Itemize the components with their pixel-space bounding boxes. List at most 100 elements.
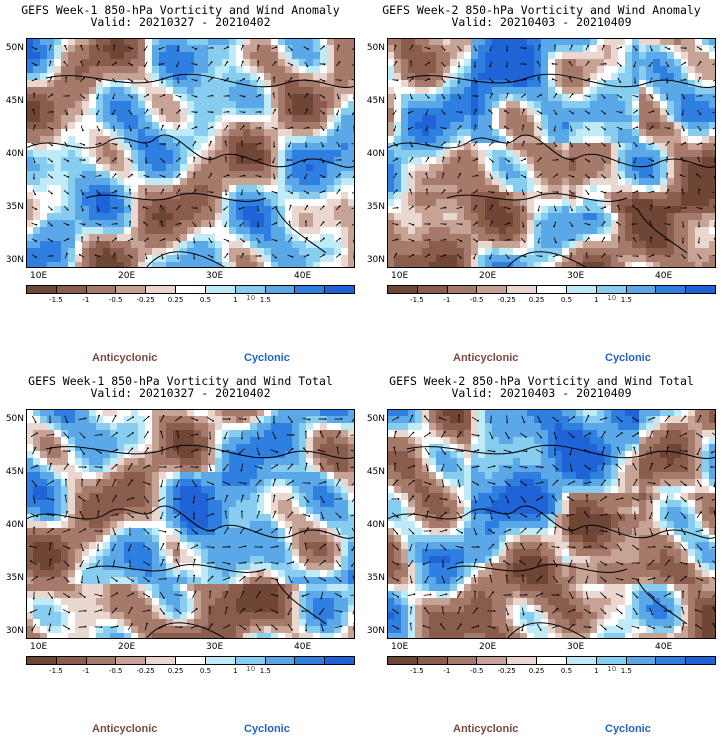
vorticity-cell [110, 444, 118, 452]
vorticity-cell [639, 87, 647, 95]
vorticity-cell [306, 185, 314, 193]
vorticity-cell [201, 164, 209, 172]
vorticity-cell [250, 164, 258, 172]
vorticity-cell [145, 409, 153, 417]
vorticity-cell [110, 150, 118, 158]
vorticity-cell [527, 157, 535, 165]
vorticity-cell [208, 227, 216, 235]
vorticity-cell [478, 255, 486, 263]
lon-label: 10E [391, 271, 409, 281]
vorticity-cell [215, 108, 223, 116]
vorticity-cell [569, 234, 577, 242]
wind-vector-head [474, 81, 477, 84]
vorticity-cell [236, 136, 244, 144]
vorticity-cell [513, 38, 521, 46]
vorticity-cell [236, 73, 244, 81]
vorticity-cell [457, 52, 465, 60]
vorticity-cell [611, 129, 619, 137]
vorticity-cell [292, 185, 300, 193]
wind-vector-head [443, 64, 446, 67]
vorticity-cell [250, 227, 258, 235]
vorticity-cell [534, 234, 542, 242]
wind-vector-head [82, 193, 84, 196]
vorticity-cell [26, 164, 34, 172]
wind-vector-head [620, 128, 623, 130]
vorticity-cell [709, 45, 716, 53]
vorticity-cell [320, 451, 328, 459]
vorticity-cell [478, 59, 486, 67]
vorticity-cell [229, 101, 237, 109]
vorticity-cell [285, 486, 293, 494]
vorticity-cell [117, 444, 125, 452]
vorticity-cell [313, 423, 321, 431]
vorticity-cell [124, 416, 132, 424]
vorticity-cell [117, 423, 125, 431]
wind-vector-head [323, 190, 326, 193]
vorticity-cell [534, 262, 542, 268]
vorticity-cell [201, 178, 209, 186]
vorticity-cell [257, 87, 265, 95]
vorticity-cell [611, 38, 619, 46]
vorticity-cell [436, 87, 444, 95]
vorticity-cell [264, 157, 272, 165]
vorticity-cell [306, 115, 314, 123]
vorticity-cell [96, 143, 104, 151]
vorticity-cell [68, 171, 76, 179]
vorticity-cell [159, 437, 167, 445]
vorticity-cell [478, 38, 486, 46]
vorticity-cell [688, 122, 696, 130]
vorticity-cell [436, 171, 444, 179]
cyclonic-label: Cyclonic [605, 352, 651, 364]
vorticity-cell [278, 129, 286, 137]
vorticity-cell [110, 136, 118, 144]
vorticity-cell [625, 87, 633, 95]
wind-vector-head [291, 126, 294, 129]
vorticity-cell [464, 87, 472, 95]
panel-title: GEFS Week-1 850-hPa Vorticity and Wind A… [21, 3, 340, 17]
colorbar-swatch [417, 286, 448, 293]
wind-vector-head [257, 60, 260, 63]
vorticity-cell [401, 136, 409, 144]
wind-vector-head [603, 236, 606, 239]
wind-vector-head [457, 81, 460, 84]
vorticity-cell [457, 199, 465, 207]
wind-vector-head [395, 252, 398, 255]
vorticity-cell [569, 122, 577, 130]
vorticity-cell [229, 437, 237, 445]
vorticity-cell [527, 129, 535, 137]
vorticity-cell [394, 213, 402, 221]
vorticity-cell [327, 171, 335, 179]
vorticity-cell [40, 416, 48, 424]
vorticity-cell [478, 206, 486, 214]
wind-vector-head [537, 76, 540, 79]
vorticity-cell [618, 262, 626, 268]
wind-vector-head [489, 49, 492, 52]
vorticity-cell [464, 80, 472, 88]
vorticity-cell [334, 409, 342, 417]
vorticity-cell [408, 220, 416, 228]
vorticity-cell [145, 255, 153, 263]
vorticity-cell [667, 115, 675, 123]
vorticity-cell [499, 199, 507, 207]
vorticity-cell [180, 220, 188, 228]
vorticity-cell [306, 101, 314, 109]
vorticity-cell [33, 472, 41, 480]
vorticity-cell [618, 248, 626, 256]
vorticity-cell [145, 493, 153, 501]
vorticity-cell [604, 73, 612, 81]
vorticity-cell [103, 416, 111, 424]
vorticity-cell [492, 255, 500, 263]
vorticity-cell [306, 80, 314, 88]
vorticity-cell [82, 192, 90, 200]
vorticity-cell [222, 122, 230, 130]
vorticity-cell [443, 227, 451, 235]
vorticity-cell [117, 479, 125, 487]
vorticity-cell [236, 185, 244, 193]
vorticity-cell [285, 192, 293, 200]
vorticity-cell [583, 206, 591, 214]
vorticity-cell [506, 185, 514, 193]
wind-vector-head [163, 175, 166, 178]
vorticity-cell [271, 255, 279, 263]
vorticity-cell [173, 451, 181, 459]
vorticity-cell [187, 59, 195, 67]
